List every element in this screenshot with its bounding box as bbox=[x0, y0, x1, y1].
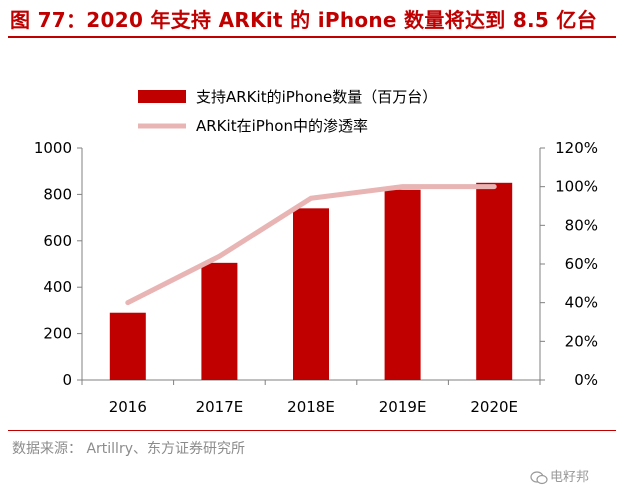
bar bbox=[293, 208, 329, 380]
title-divider bbox=[8, 36, 616, 38]
x-tick-label: 2019E bbox=[379, 398, 427, 416]
legend-swatch-bar bbox=[138, 90, 186, 103]
y-right-tick-label: 20% bbox=[565, 332, 598, 350]
x-tick-label: 2018E bbox=[287, 398, 335, 416]
y-left-tick-label: 600 bbox=[43, 232, 72, 250]
y-right-tick-label: 0% bbox=[574, 371, 598, 389]
y-left-tick-label: 800 bbox=[43, 185, 72, 203]
page-title: 图 77：2020 年支持 ARKit 的 iPhone 数量将达到 8.5 亿… bbox=[10, 8, 598, 32]
x-tick-label: 2020E bbox=[470, 398, 518, 416]
watermark-text: 电籽邦 bbox=[550, 470, 590, 485]
y-right-tick-label: 120% bbox=[555, 139, 598, 157]
bar bbox=[476, 182, 513, 380]
x-tick-label: 2017E bbox=[196, 398, 244, 416]
legend-label-line: ARKit在iPhon中的渗透率 bbox=[196, 117, 368, 135]
bar bbox=[384, 189, 421, 380]
y-right-tick-label: 40% bbox=[565, 294, 598, 312]
source-divider bbox=[8, 430, 616, 431]
y-left-tick-label: 1000 bbox=[34, 139, 72, 157]
wechat-icon bbox=[530, 470, 548, 484]
y-right-tick-label: 80% bbox=[565, 216, 598, 234]
source-note: 数据来源： Artillry、东方证券研究所 bbox=[12, 441, 245, 457]
y-right-tick-label: 100% bbox=[555, 178, 598, 196]
y-left-tick-label: 0 bbox=[62, 371, 72, 389]
legend-label-bar: 支持ARKit的iPhone数量（百万台） bbox=[196, 88, 437, 106]
x-tick-label: 2016 bbox=[109, 398, 147, 416]
y-right-tick-label: 60% bbox=[565, 255, 598, 273]
bar bbox=[109, 312, 146, 380]
y-left-tick-label: 200 bbox=[43, 325, 72, 343]
bar bbox=[201, 262, 238, 380]
y-left-tick-label: 400 bbox=[43, 278, 72, 296]
watermark: 电籽邦 bbox=[530, 466, 589, 485]
